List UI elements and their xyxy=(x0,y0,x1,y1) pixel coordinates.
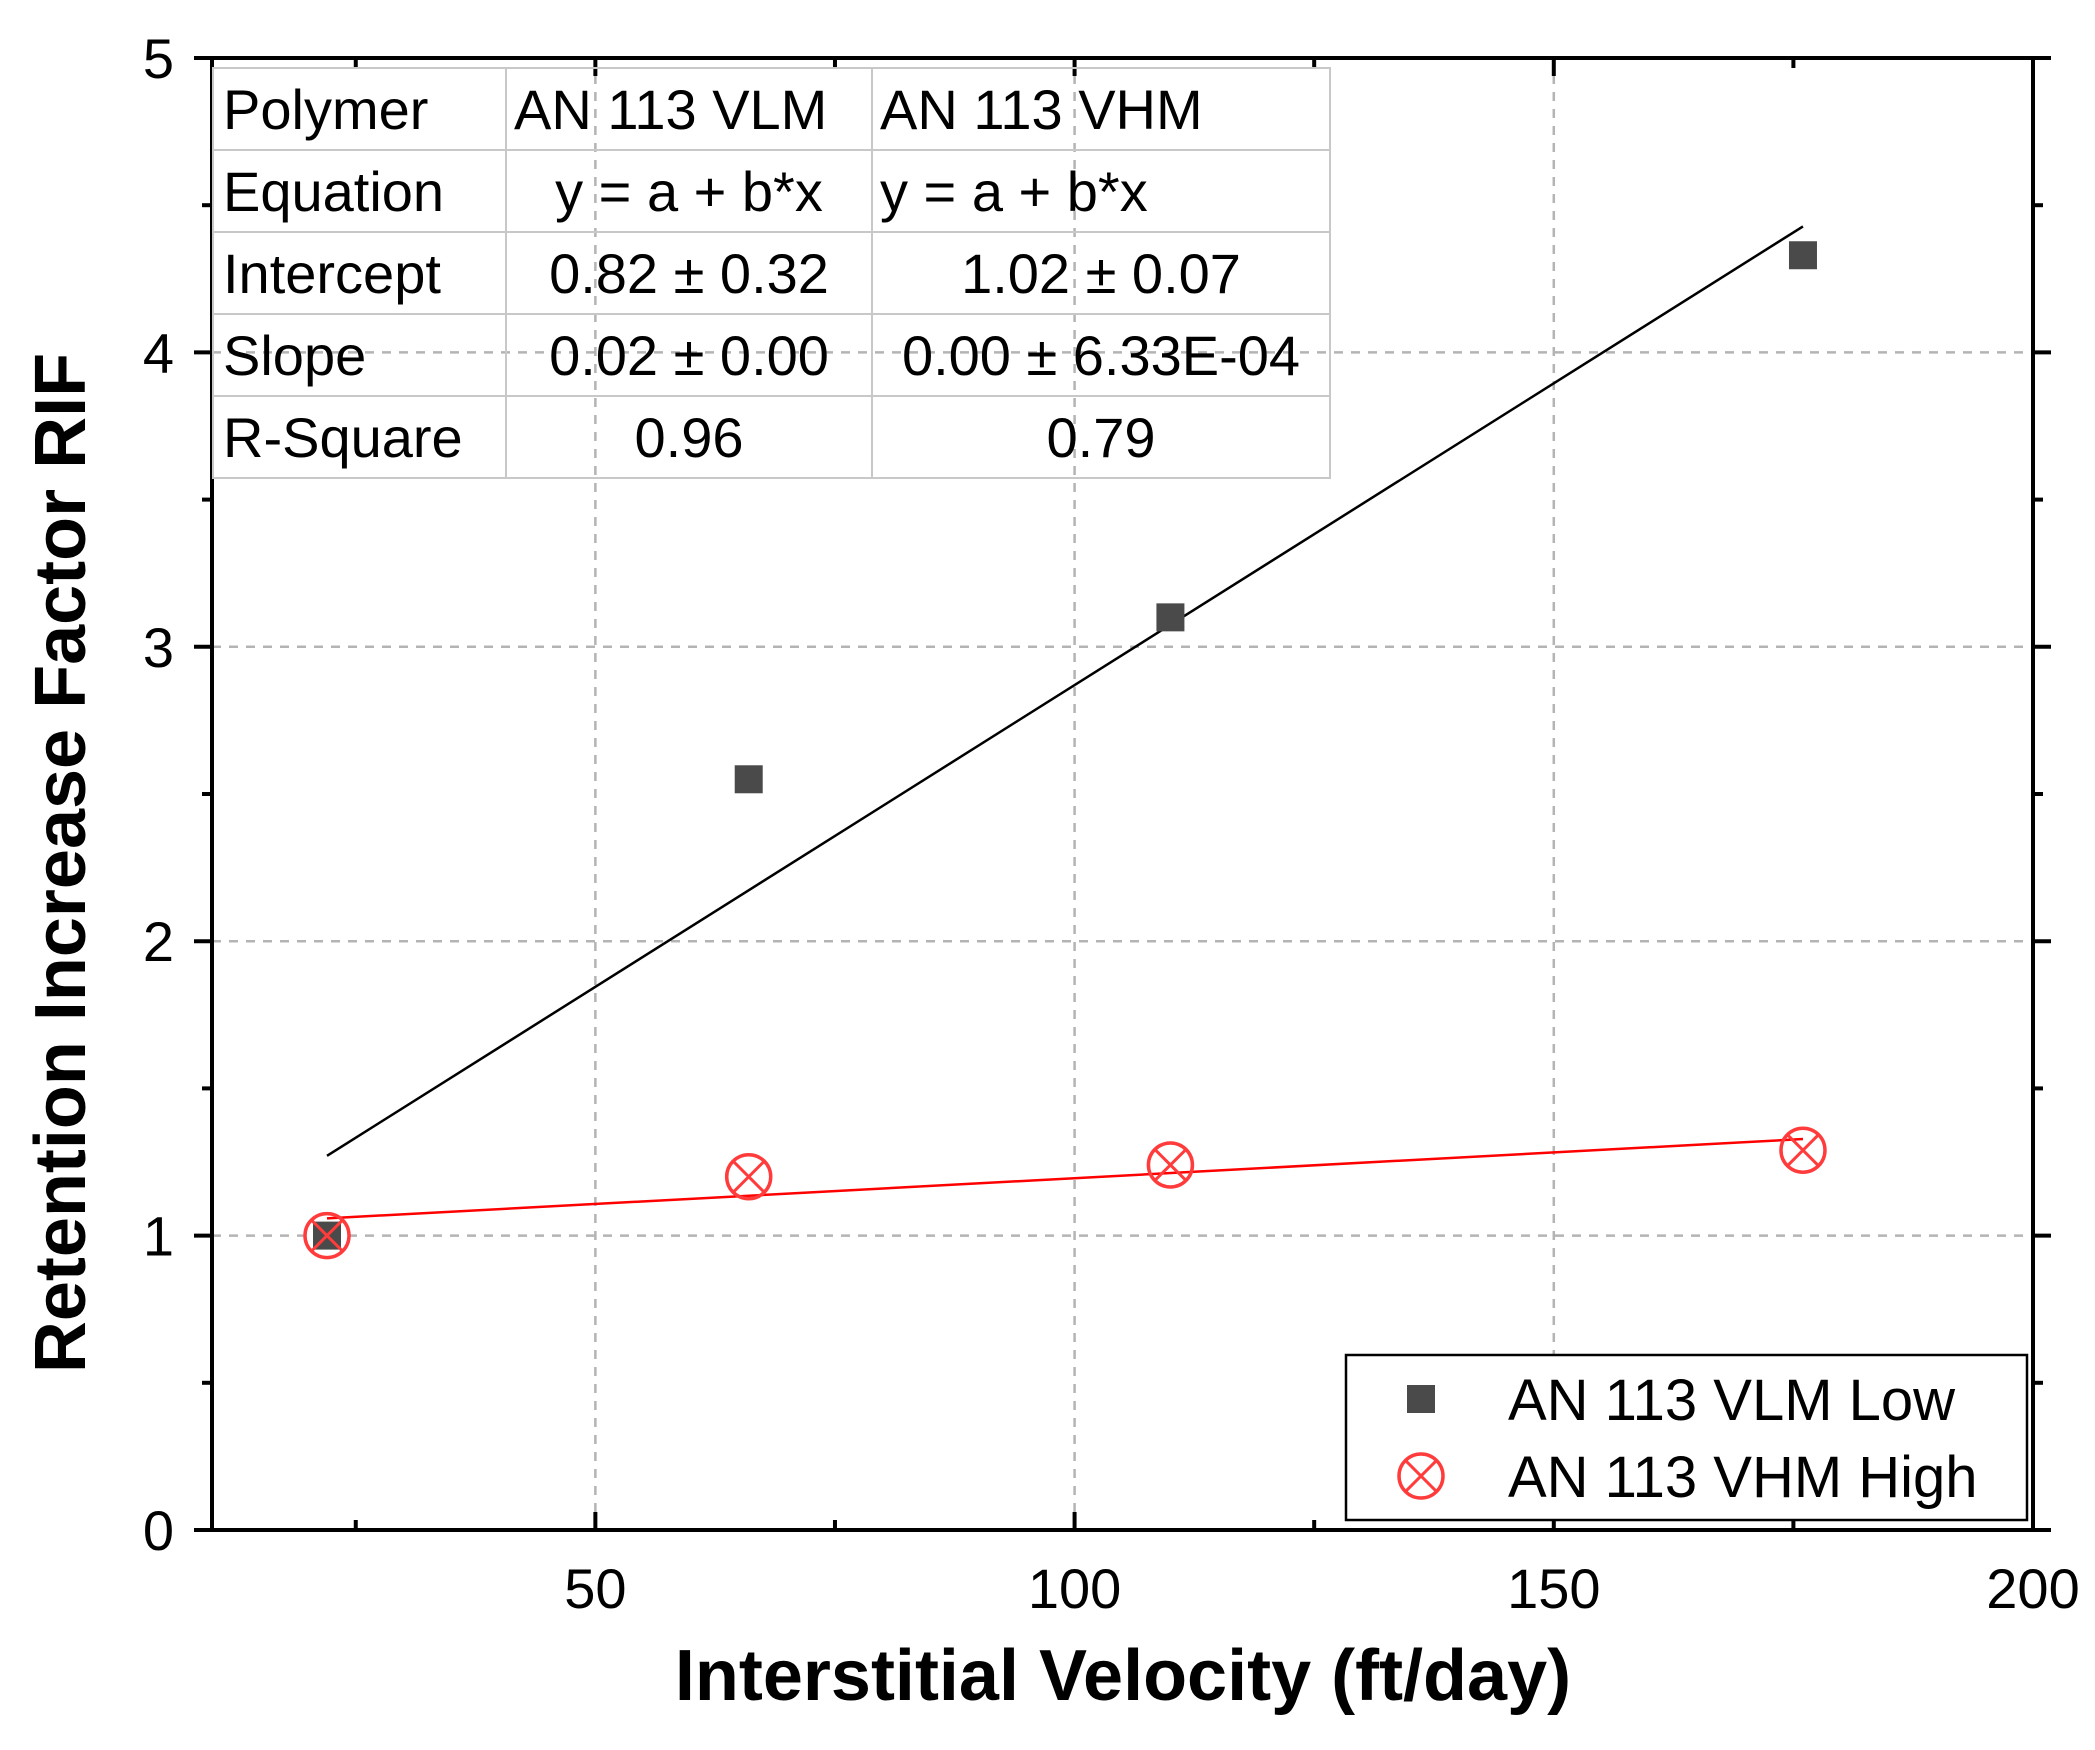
table-cell xyxy=(871,395,1331,479)
table-header-cell: Polymer xyxy=(223,78,428,141)
legend-box xyxy=(1344,1353,2029,1522)
y-tick-label: 1 xyxy=(143,1205,174,1268)
y-tick-label: 0 xyxy=(143,1499,174,1562)
fit-line xyxy=(326,1137,1804,1220)
table-header-cell: AN 113 VLM xyxy=(514,78,827,141)
marker-cross xyxy=(732,1160,766,1194)
vlm-low-point xyxy=(734,765,763,794)
y-tick-label: 4 xyxy=(143,321,174,384)
x-tick-label: 50 xyxy=(564,1557,626,1620)
marker-circle xyxy=(724,1152,773,1201)
x-tick-label: 150 xyxy=(1507,1557,1600,1620)
vlm-low-point xyxy=(1788,241,1817,270)
legend-marker xyxy=(1407,1385,1435,1413)
legend-label: AN 113 VLM Low xyxy=(1508,1368,1956,1433)
table-value-cell: 0.02 ± 0.00 xyxy=(549,324,829,387)
table-header-cell: AN 113 VHM xyxy=(880,78,1203,141)
data-points xyxy=(303,241,1827,1260)
legend-label: AN 113 VHM High xyxy=(1508,1445,1978,1510)
vlm-low-point xyxy=(1156,603,1185,632)
table-value-cell: 1.02 ± 0.07 xyxy=(961,242,1241,305)
vhm-high-point xyxy=(1779,1126,1827,1174)
table-value-cell: 0.79 xyxy=(1047,406,1156,469)
table-value-cell: Intercept xyxy=(223,242,441,305)
table-value-cell: y = a + b*x xyxy=(555,160,823,223)
table-value-cell: R-Square xyxy=(223,406,463,469)
legend-marker xyxy=(1397,1452,1445,1500)
y-tick-label: 5 xyxy=(143,27,174,90)
marker-cross xyxy=(310,1218,344,1253)
marker-cross xyxy=(1404,1459,1438,1493)
marker-circle xyxy=(1397,1452,1445,1500)
fit-line xyxy=(326,225,1804,1157)
tick-labels: 50 100 150 200 0 1 2 3 4 5 xyxy=(143,27,2080,1620)
y-tick-label: 3 xyxy=(143,616,174,679)
x-tick-label: 200 xyxy=(1986,1557,2079,1620)
vhm-high-point xyxy=(1146,1141,1195,1189)
marker-cross xyxy=(1153,1148,1188,1182)
gridlines xyxy=(212,58,2033,1530)
table-value-cell: 0.00 ± 6.33E-04 xyxy=(902,324,1300,387)
table-value-cell: Equation xyxy=(223,160,444,223)
x-tick-label: 100 xyxy=(1028,1557,1121,1620)
x-axis-title: Interstitial Velocity (ft/day) xyxy=(675,1636,1571,1716)
table-value-cell: 0.96 xyxy=(635,406,744,469)
vhm-high-point xyxy=(724,1152,773,1201)
y-tick-label: 2 xyxy=(143,910,174,973)
marker-cross xyxy=(1786,1133,1820,1167)
marker-circle xyxy=(1779,1126,1827,1174)
vhm-high-point xyxy=(303,1211,351,1260)
y-axis-title: Retention Increase Factor RIF xyxy=(21,353,101,1373)
table-value-cell: y = a + b*x xyxy=(880,160,1148,223)
table-value-cell: Slope xyxy=(223,324,366,387)
fit-parameter-table: Polymer AN 113 VLM AN 113 VHM Equation y = a… xyxy=(212,67,1331,479)
marker-circle xyxy=(303,1211,351,1260)
marker-circle xyxy=(1146,1141,1195,1189)
legend: AN 113 VLM Low AN 113 VHM High xyxy=(1344,1353,2029,1522)
fit-lines xyxy=(326,225,1804,1220)
table-value-cell: 0.82 ± 0.32 xyxy=(549,242,829,305)
